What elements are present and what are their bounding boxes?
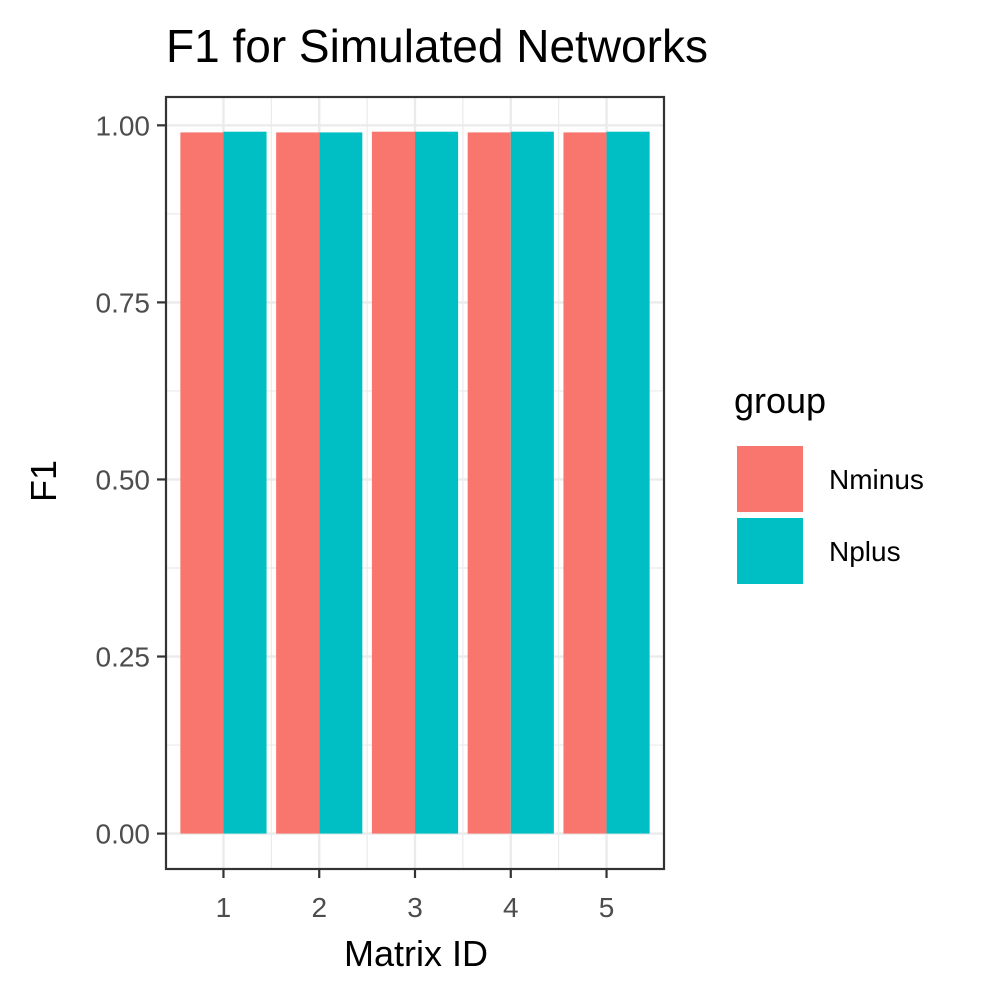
legend-title: group: [734, 380, 826, 421]
y-tick-label: 0.00: [96, 819, 151, 850]
x-tick-label: 1: [216, 892, 232, 923]
x-tick-label: 5: [599, 892, 615, 923]
x-axis: 1 2 3 4 5: [216, 869, 615, 923]
legend-label-nminus: Nminus: [829, 464, 924, 495]
legend-swatch-nplus: [737, 518, 803, 584]
y-tick-label: 0.25: [96, 642, 151, 673]
y-axis-title: F1: [23, 460, 64, 502]
bar-nplus-4: [510, 131, 554, 834]
x-tick-label: 3: [407, 892, 423, 923]
legend-swatch-nminus: [737, 446, 803, 512]
chart-title: F1 for Simulated Networks: [166, 20, 708, 72]
bar-nminus-4: [467, 132, 511, 834]
y-tick-label: 0.75: [96, 287, 151, 318]
legend: group Nminus Nplus: [734, 380, 924, 584]
bar-nplus-5: [606, 131, 650, 834]
x-tick-label: 2: [311, 892, 327, 923]
y-axis: 0.00 0.25 0.50 0.75 1.00: [96, 110, 166, 850]
x-tick-label: 4: [503, 892, 519, 923]
bar-nplus-3: [415, 131, 459, 834]
legend-label-nplus: Nplus: [829, 536, 901, 567]
bar-nplus-2: [319, 132, 363, 834]
y-tick-label: 0.50: [96, 464, 151, 495]
plot-panel: [164, 95, 666, 871]
bar-nminus-2: [276, 132, 320, 834]
bar-nminus-1: [180, 132, 224, 834]
y-tick-label: 1.00: [96, 110, 151, 141]
bar-nminus-3: [371, 131, 415, 834]
bar-nplus-1: [223, 131, 267, 834]
bar-nminus-5: [563, 132, 607, 834]
x-axis-title: Matrix ID: [344, 933, 488, 974]
